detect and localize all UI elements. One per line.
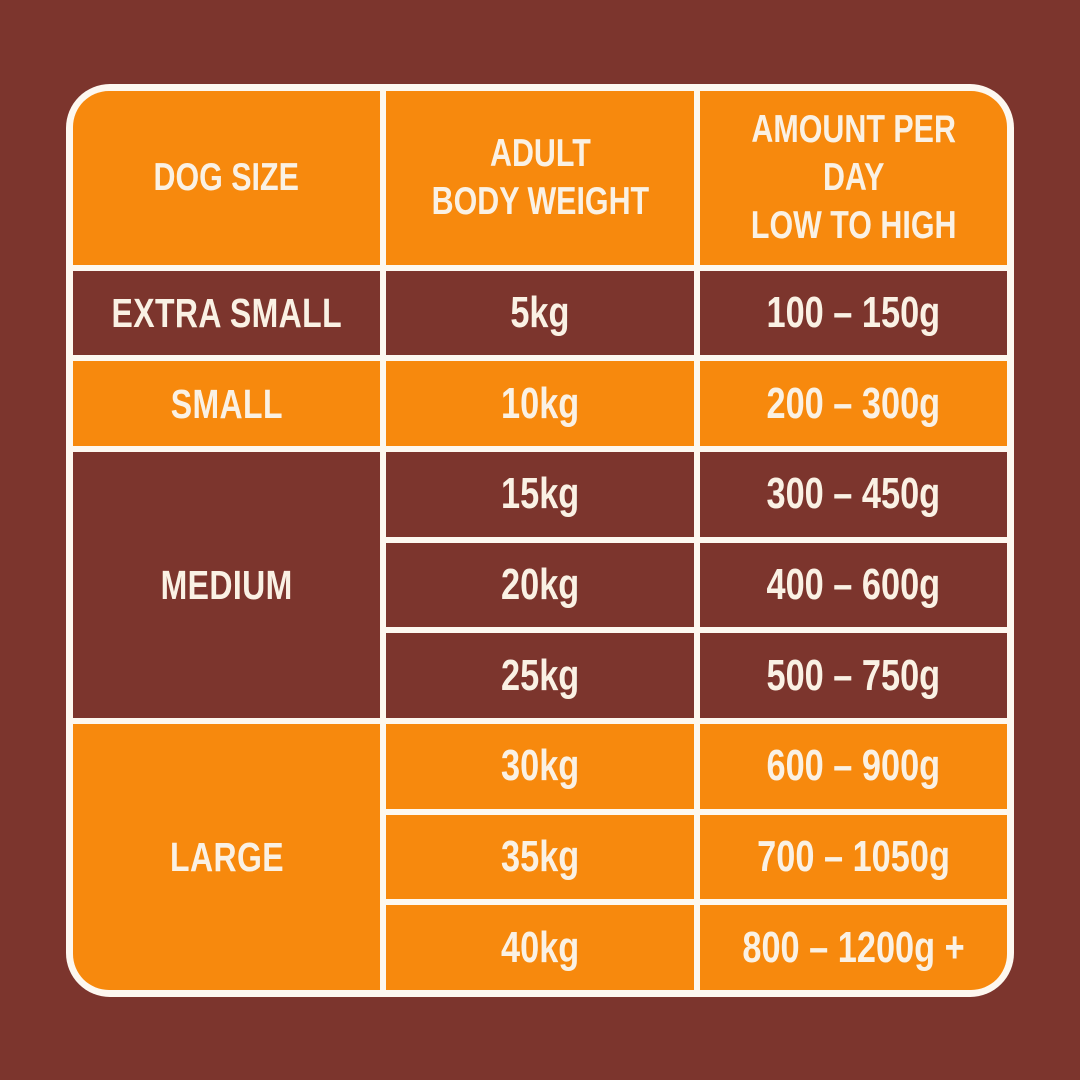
amount-value: 600 – 900g <box>766 741 941 791</box>
amount-cell-800-1200: 800 – 1200g + <box>699 905 1007 990</box>
amount-value: 800 – 1200g + <box>742 922 965 972</box>
weight-value: 15kg <box>500 469 580 519</box>
weight-cell-25kg: 25kg <box>386 633 694 718</box>
weight-cell-15kg: 15kg <box>386 451 694 537</box>
weight-value: 25kg <box>500 650 580 700</box>
amount-value: 200 – 300g <box>766 378 941 428</box>
weight-cell-40kg: 40kg <box>386 905 694 990</box>
weight-cell-20kg: 20kg <box>386 542 694 628</box>
header-dog-size: DOG SIZE <box>73 91 381 265</box>
weight-value: 35kg <box>500 832 580 882</box>
feeding-guide-grid: DOG SIZE ADULT BODY WEIGHT AMOUNT PER DA… <box>73 91 1007 990</box>
amount-value: 700 – 1050g <box>756 832 950 882</box>
size-cell-small: SMALL <box>73 361 381 446</box>
weight-value: 20kg <box>500 560 580 610</box>
header-adult-body-weight: ADULT BODY WEIGHT <box>386 91 694 265</box>
size-label-medium: MEDIUM <box>160 561 293 608</box>
amount-value: 300 – 450g <box>766 469 941 519</box>
size-cell-medium: MEDIUM <box>73 451 381 718</box>
amount-cell-500-750: 500 – 750g <box>699 633 1007 718</box>
size-label-extra-small: EXTRA SMALL <box>111 289 342 336</box>
amount-value: 100 – 150g <box>766 288 941 338</box>
size-cell-large: LARGE <box>73 723 381 990</box>
header-amount-per-day-label: AMOUNT PER DAY LOW TO HIGH <box>750 108 957 247</box>
weight-value: 30kg <box>500 741 580 791</box>
weight-cell-35kg: 35kg <box>386 814 694 900</box>
amount-cell-600-900: 600 – 900g <box>699 723 1007 809</box>
size-label-large: LARGE <box>169 833 284 880</box>
header-adult-body-weight-label: ADULT BODY WEIGHT <box>431 132 649 223</box>
amount-cell-700-1050: 700 – 1050g <box>699 814 1007 900</box>
amount-value: 400 – 600g <box>766 560 941 610</box>
amount-cell-200-300: 200 – 300g <box>699 361 1007 446</box>
header-dog-size-label: DOG SIZE <box>153 156 300 199</box>
amount-cell-300-450: 300 – 450g <box>699 451 1007 537</box>
size-label-small: SMALL <box>170 380 283 427</box>
size-cell-extra-small: EXTRA SMALL <box>73 270 381 356</box>
amount-cell-400-600: 400 – 600g <box>699 542 1007 628</box>
header-amount-per-day: AMOUNT PER DAY LOW TO HIGH <box>699 91 1007 265</box>
amount-cell-100-150: 100 – 150g <box>699 270 1007 356</box>
weight-cell-10kg: 10kg <box>386 361 694 446</box>
weight-value: 40kg <box>500 922 580 972</box>
weight-cell-30kg: 30kg <box>386 723 694 809</box>
feeding-guide-table: DOG SIZE ADULT BODY WEIGHT AMOUNT PER DA… <box>66 84 1014 997</box>
weight-value: 10kg <box>500 378 580 428</box>
amount-value: 500 – 750g <box>766 650 941 700</box>
weight-cell-5kg: 5kg <box>386 270 694 356</box>
weight-value: 5kg <box>510 288 570 338</box>
